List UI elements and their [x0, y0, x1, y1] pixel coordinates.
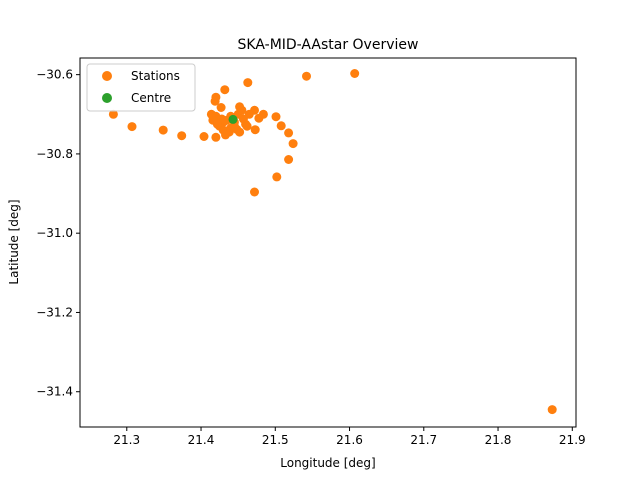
station-point-1	[302, 71, 311, 81]
plot-frame	[79, 57, 577, 428]
y-tick-label: −30.6	[36, 68, 73, 82]
y-tick-label: −31.4	[36, 385, 73, 399]
x-tick-label: 21.6	[336, 433, 363, 447]
x-tick-label: 21.9	[559, 433, 586, 447]
centre-point-0	[228, 114, 238, 124]
station-point-6	[216, 103, 226, 112]
station-point-40	[221, 130, 230, 140]
station-point-19	[288, 139, 298, 149]
y-axis-label: Latitude [deg]	[7, 199, 21, 284]
legend-frame	[86, 63, 196, 112]
station-point-46	[237, 105, 247, 115]
station-point-8	[108, 109, 118, 119]
x-tick-label: 21.7	[410, 433, 437, 447]
station-point-14	[211, 132, 221, 142]
x-tick-label: 21.5	[262, 433, 289, 447]
station-point-2	[243, 78, 253, 88]
y-tick-label: −31.2	[36, 305, 73, 319]
station-point-0	[350, 69, 360, 78]
x-axis-label: Longitude [deg]	[280, 456, 375, 470]
x-tick-label: 21.8	[485, 433, 512, 447]
station-point-22	[250, 187, 259, 197]
station-point-12	[177, 131, 187, 141]
chart-title: SKA-MID-AAstar Overview	[238, 37, 419, 53]
legend-marker-centre	[102, 93, 112, 103]
station-point-39	[235, 127, 245, 137]
station-point-17	[276, 121, 286, 131]
station-point-5	[210, 96, 220, 106]
station-point-20	[284, 155, 294, 164]
station-point-13	[199, 132, 209, 141]
station-point-15	[250, 125, 260, 135]
points-layer	[108, 69, 557, 415]
station-point-11	[158, 125, 168, 135]
station-point-48	[226, 123, 236, 133]
station-point-47	[242, 121, 252, 131]
station-point-44	[212, 119, 222, 129]
y-tick-label: −31.0	[36, 226, 73, 240]
x-axis: 21.3 21.4 21.5 21.6 21.7 21.8 21.9	[113, 427, 586, 447]
station-point-18	[284, 128, 294, 138]
y-axis: −31.4 −31.2 −31.0 −30.8 −30.6	[36, 68, 80, 399]
x-tick-label: 21.4	[188, 433, 215, 447]
legend-label-stations: Stations	[131, 69, 180, 83]
station-point-10	[127, 122, 137, 132]
y-tick-label: −30.8	[36, 147, 73, 161]
legend: Stations Centre	[86, 63, 196, 112]
station-point-26	[254, 113, 264, 123]
station-point-23	[547, 405, 557, 415]
station-point-16	[271, 112, 281, 122]
legend-label-centre: Centre	[131, 91, 171, 105]
station-point-21	[272, 172, 282, 182]
legend-marker-stations	[102, 71, 112, 81]
x-tick-label: 21.3	[113, 433, 140, 447]
station-point-3	[220, 85, 230, 95]
